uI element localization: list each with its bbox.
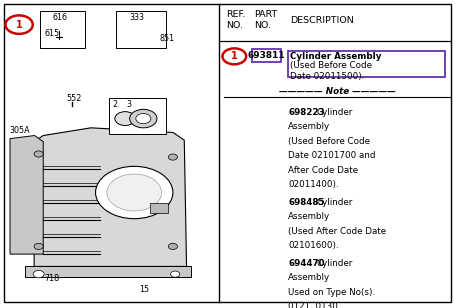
- Text: ————— Note —————: ————— Note —————: [279, 87, 396, 96]
- Text: Assembly: Assembly: [288, 273, 330, 282]
- Text: 333: 333: [130, 13, 145, 22]
- Text: 698485: 698485: [288, 198, 324, 207]
- Text: 718: 718: [45, 274, 60, 283]
- Text: REF.
NO.: REF. NO.: [226, 10, 246, 30]
- Text: 305A: 305A: [9, 126, 30, 136]
- Text: Cylinder: Cylinder: [316, 259, 353, 268]
- Text: 3: 3: [126, 100, 131, 109]
- Text: Used on Type No(s).: Used on Type No(s).: [288, 288, 375, 297]
- Circle shape: [107, 174, 162, 211]
- Text: 851: 851: [159, 34, 174, 43]
- Text: 02011400).: 02011400).: [288, 180, 339, 189]
- Circle shape: [171, 271, 180, 277]
- Circle shape: [130, 109, 157, 128]
- Text: 1: 1: [231, 51, 238, 61]
- Bar: [40, 11, 85, 48]
- Bar: [252, 49, 281, 62]
- Text: 15: 15: [139, 285, 149, 294]
- Bar: [109, 98, 166, 134]
- Text: 693811: 693811: [248, 51, 285, 60]
- Circle shape: [222, 48, 246, 64]
- Text: 1: 1: [16, 20, 22, 30]
- Text: Cylinder Assembly: Cylinder Assembly: [290, 52, 382, 61]
- Text: 616: 616: [52, 13, 67, 22]
- Text: 552: 552: [66, 94, 81, 103]
- Text: 02101600).: 02101600).: [288, 241, 339, 250]
- Text: (Used After Code Date: (Used After Code Date: [288, 227, 386, 236]
- Text: Assembly: Assembly: [288, 122, 330, 131]
- Text: (Used Before Code
Date 02011500).: (Used Before Code Date 02011500).: [290, 61, 372, 81]
- Circle shape: [5, 15, 33, 34]
- Circle shape: [96, 166, 173, 219]
- Circle shape: [168, 243, 177, 249]
- Text: 2: 2: [113, 100, 118, 109]
- Text: Date 02101700 and: Date 02101700 and: [288, 151, 375, 160]
- Circle shape: [33, 270, 44, 278]
- Text: Assembly: Assembly: [288, 212, 330, 221]
- Bar: [288, 51, 445, 77]
- Circle shape: [115, 111, 136, 126]
- Text: 615: 615: [45, 29, 60, 38]
- Polygon shape: [10, 136, 43, 254]
- Text: 694470: 694470: [288, 259, 324, 268]
- Text: 0121, 0130.: 0121, 0130.: [288, 302, 340, 308]
- Text: PART
NO.: PART NO.: [254, 10, 277, 30]
- Bar: [150, 203, 168, 213]
- Bar: [116, 11, 166, 48]
- Polygon shape: [34, 128, 187, 266]
- Circle shape: [34, 243, 43, 249]
- Polygon shape: [25, 266, 191, 277]
- Text: DESCRIPTION: DESCRIPTION: [290, 15, 354, 25]
- Circle shape: [34, 151, 43, 157]
- Text: After Code Date: After Code Date: [288, 166, 358, 175]
- Circle shape: [168, 154, 177, 160]
- Text: 698223: 698223: [288, 108, 324, 117]
- Text: (Used Before Code: (Used Before Code: [288, 137, 370, 146]
- Circle shape: [136, 114, 151, 124]
- Text: Cylinder: Cylinder: [316, 198, 353, 207]
- Text: Cylinder: Cylinder: [316, 108, 353, 117]
